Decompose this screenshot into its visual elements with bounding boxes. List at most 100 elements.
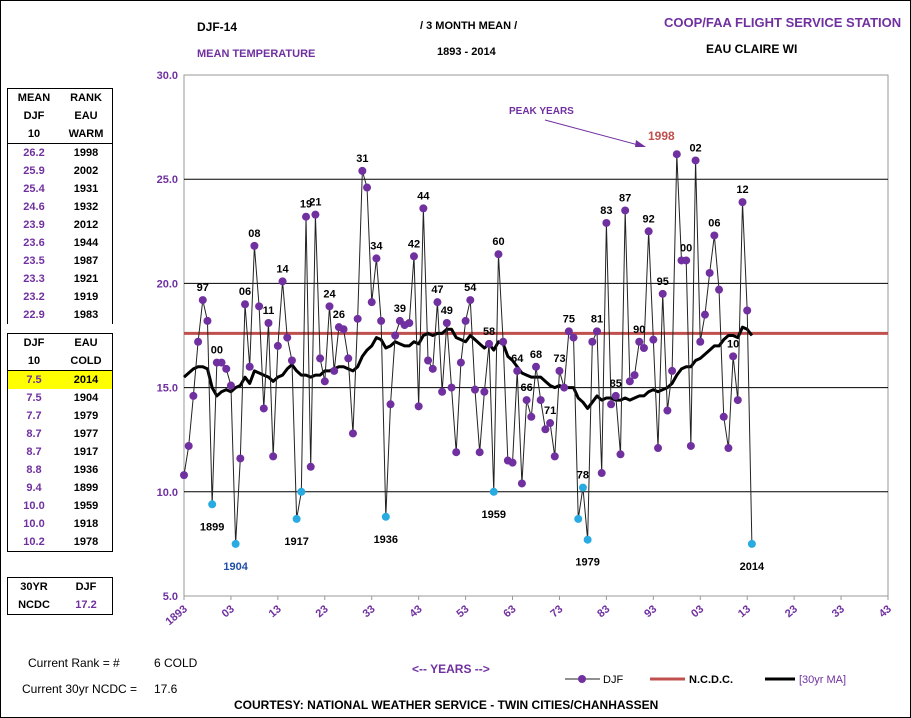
data-point-label: 83 [600, 205, 612, 217]
warm-rank-year: 1983 [73, 309, 99, 321]
warm-rank-value: 23.2 [23, 291, 45, 303]
courtesy-text: COURTESY: NATIONAL WEATHER SERVICE - TWI… [234, 698, 659, 712]
djf-point [372, 254, 381, 263]
chart-subtitle: MEAN TEMPERATURE [197, 48, 316, 60]
djf-point [194, 337, 203, 346]
djf-point [250, 241, 259, 250]
cold-rank-row: 8.7 1917 [8, 443, 113, 461]
data-point-label: 66 [520, 382, 532, 394]
djf-point [245, 362, 254, 371]
cold-rank-row: 8.8 1936 [8, 461, 113, 479]
djf-point [564, 327, 573, 336]
djf-point [705, 268, 714, 277]
djf-point [236, 454, 245, 463]
cold-year-label: 1899 [200, 521, 224, 533]
warm-rank-year: 1987 [73, 255, 99, 267]
djf-point [485, 339, 494, 348]
warm-rank-year: 1998 [73, 147, 99, 159]
warm-h3-left: 10 [27, 128, 41, 140]
data-point-label: 11 [263, 305, 275, 317]
djf-cold-point [747, 539, 756, 548]
warm-rank-value: 26.2 [23, 147, 45, 159]
warm-rank-value: 24.6 [23, 201, 45, 213]
djf-point [475, 448, 484, 457]
warm-rank-row: 22.9 1983 [8, 306, 113, 324]
djf-point [461, 316, 470, 325]
cold-rank-year: 1917 [73, 446, 99, 458]
djf-point [738, 198, 747, 207]
cold-rank-value: 7.7 [26, 410, 42, 422]
djf-point [719, 412, 728, 421]
x-tick-label: 33 [830, 603, 847, 620]
data-point-label: 02 [689, 142, 701, 154]
djf-point [264, 318, 273, 327]
data-point-label: 71 [544, 405, 556, 417]
warm-rank-row: 25.9 2002 [8, 162, 113, 180]
data-point-label: 00 [680, 242, 692, 254]
djf-point [259, 404, 268, 413]
warm-rank-year: 2002 [73, 165, 99, 177]
data-point-label: 81 [591, 313, 603, 325]
djf-point [616, 450, 625, 459]
djf-point [663, 406, 672, 415]
data-point-label: 08 [248, 228, 260, 240]
djf-point [386, 400, 395, 409]
data-point-label: 60 [492, 236, 504, 248]
djf-point [255, 302, 264, 311]
y-tick-label: 10.0 [157, 487, 178, 499]
djf-point [447, 383, 456, 392]
djf-point [696, 337, 705, 346]
data-point-label: 42 [408, 238, 420, 250]
djf-point [344, 354, 353, 363]
current-rank-label: Current Rank = # [28, 656, 120, 670]
djf-point [625, 377, 634, 386]
djf-point [668, 366, 677, 375]
y-tick-label: 25.0 [157, 174, 178, 186]
legend-djf-marker [578, 675, 586, 683]
cold-year-label: 1904 [223, 561, 248, 573]
data-point-label: 85 [610, 378, 622, 390]
ncdc-box-l1: 30YR [20, 581, 48, 593]
cold-rank-row: 10.0 1918 [8, 515, 113, 533]
data-point-label: 44 [417, 190, 430, 202]
chart-code: DJF-14 [197, 20, 238, 34]
warm-h3-right: WARM [68, 128, 104, 140]
cold-rank-year: 1936 [73, 464, 99, 476]
djf-point [428, 364, 437, 373]
warm-rank-year: 2012 [73, 219, 99, 231]
peak-years-label: PEAK YEARS [509, 106, 574, 117]
x-tick-label: 13 [267, 603, 284, 620]
djf-point [724, 444, 733, 453]
djf-point [414, 402, 423, 411]
djf-point [442, 318, 451, 327]
data-point-label: 49 [441, 305, 453, 317]
warm-rank-value: 23.6 [23, 237, 45, 249]
data-point-label: 75 [563, 313, 575, 325]
djf-point [546, 419, 555, 428]
djf-point [733, 396, 742, 405]
station-name: COOP/FAA FLIGHT SERVICE STATION [664, 15, 902, 30]
djf-point [316, 354, 325, 363]
cold-rank-row: 7.5 2014 [7, 370, 113, 389]
data-point-label: 97 [197, 282, 209, 294]
djf-point [635, 337, 644, 346]
djf-point [536, 396, 545, 405]
djf-point [306, 462, 315, 471]
warm-rank-value: 22.9 [23, 309, 45, 321]
djf-point [325, 302, 334, 311]
current-rank-value: 6 COLD [154, 656, 198, 670]
djf-point [278, 277, 287, 286]
data-point-label: 39 [394, 303, 406, 315]
cold-h1-left: DJF [23, 337, 45, 349]
y-tick-label: 5.0 [163, 591, 178, 603]
djf-cold-point [489, 487, 498, 496]
data-point-label: 06 [239, 286, 251, 298]
data-point-label: 95 [657, 276, 669, 288]
x-tick-label: 13 [736, 603, 753, 620]
djf-point [377, 316, 386, 325]
cold-rank-value: 10.2 [23, 536, 45, 548]
x-tick-label: 43 [407, 603, 424, 620]
warm-rank-value: 25.9 [23, 165, 45, 177]
djf-point [287, 356, 296, 365]
djf-point [466, 296, 475, 305]
